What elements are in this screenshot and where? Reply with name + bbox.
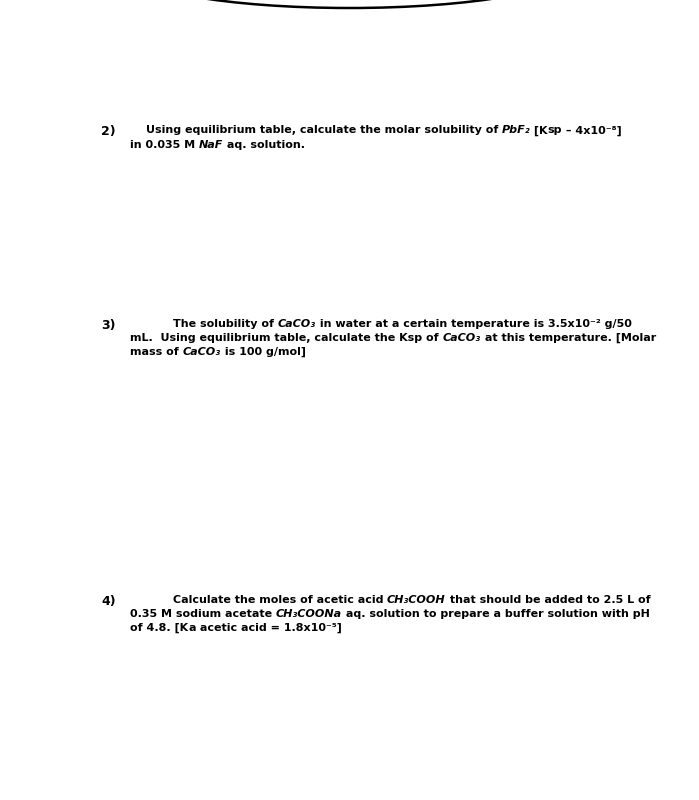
Text: CH₃COONa: CH₃COONa — [276, 609, 342, 619]
Text: of 4.8. [K: of 4.8. [K — [130, 622, 188, 633]
Text: [K: [K — [531, 126, 548, 135]
Text: aq. solution.: aq. solution. — [224, 140, 305, 150]
Text: a: a — [188, 622, 196, 633]
Text: Using equilibrium table, calculate the molar solubility of: Using equilibrium table, calculate the m… — [145, 126, 502, 135]
Text: 4): 4) — [101, 595, 116, 608]
Text: CaCO₃: CaCO₃ — [278, 319, 316, 330]
Text: 2): 2) — [101, 126, 116, 138]
Text: NaF: NaF — [199, 140, 224, 150]
Text: – 4x10⁻⁸]: – 4x10⁻⁸] — [563, 126, 622, 135]
Text: CaCO₃: CaCO₃ — [182, 347, 221, 357]
Text: sp: sp — [548, 126, 563, 135]
Text: CH₃COOH: CH₃COOH — [387, 595, 446, 605]
Text: 0.35 M sodium acetate: 0.35 M sodium acetate — [130, 609, 276, 619]
Text: acetic acid = 1.8x10⁻⁵]: acetic acid = 1.8x10⁻⁵] — [196, 622, 342, 633]
Text: aq. solution to prepare a buffer solution with pH: aq. solution to prepare a buffer solutio… — [342, 609, 650, 619]
Text: in 0.035 M: in 0.035 M — [130, 140, 199, 150]
Text: The solubility of: The solubility of — [173, 319, 278, 330]
Text: CaCO₃: CaCO₃ — [442, 333, 481, 343]
Text: is 100 g/mol]: is 100 g/mol] — [221, 347, 305, 358]
Text: mL.  Using equilibrium table, calculate the Ksp of: mL. Using equilibrium table, calculate t… — [130, 333, 442, 343]
Text: that should be added to 2.5 L of: that should be added to 2.5 L of — [446, 595, 650, 605]
Text: 3): 3) — [101, 319, 116, 332]
Text: in water at a certain temperature is 3.5x10⁻² g/50: in water at a certain temperature is 3.5… — [316, 319, 631, 330]
Text: PbF₂: PbF₂ — [502, 126, 531, 135]
Text: at this temperature. [Molar: at this temperature. [Molar — [481, 333, 656, 343]
Text: Calculate the moles of acetic acid: Calculate the moles of acetic acid — [173, 595, 387, 605]
Text: mass of: mass of — [130, 347, 182, 357]
